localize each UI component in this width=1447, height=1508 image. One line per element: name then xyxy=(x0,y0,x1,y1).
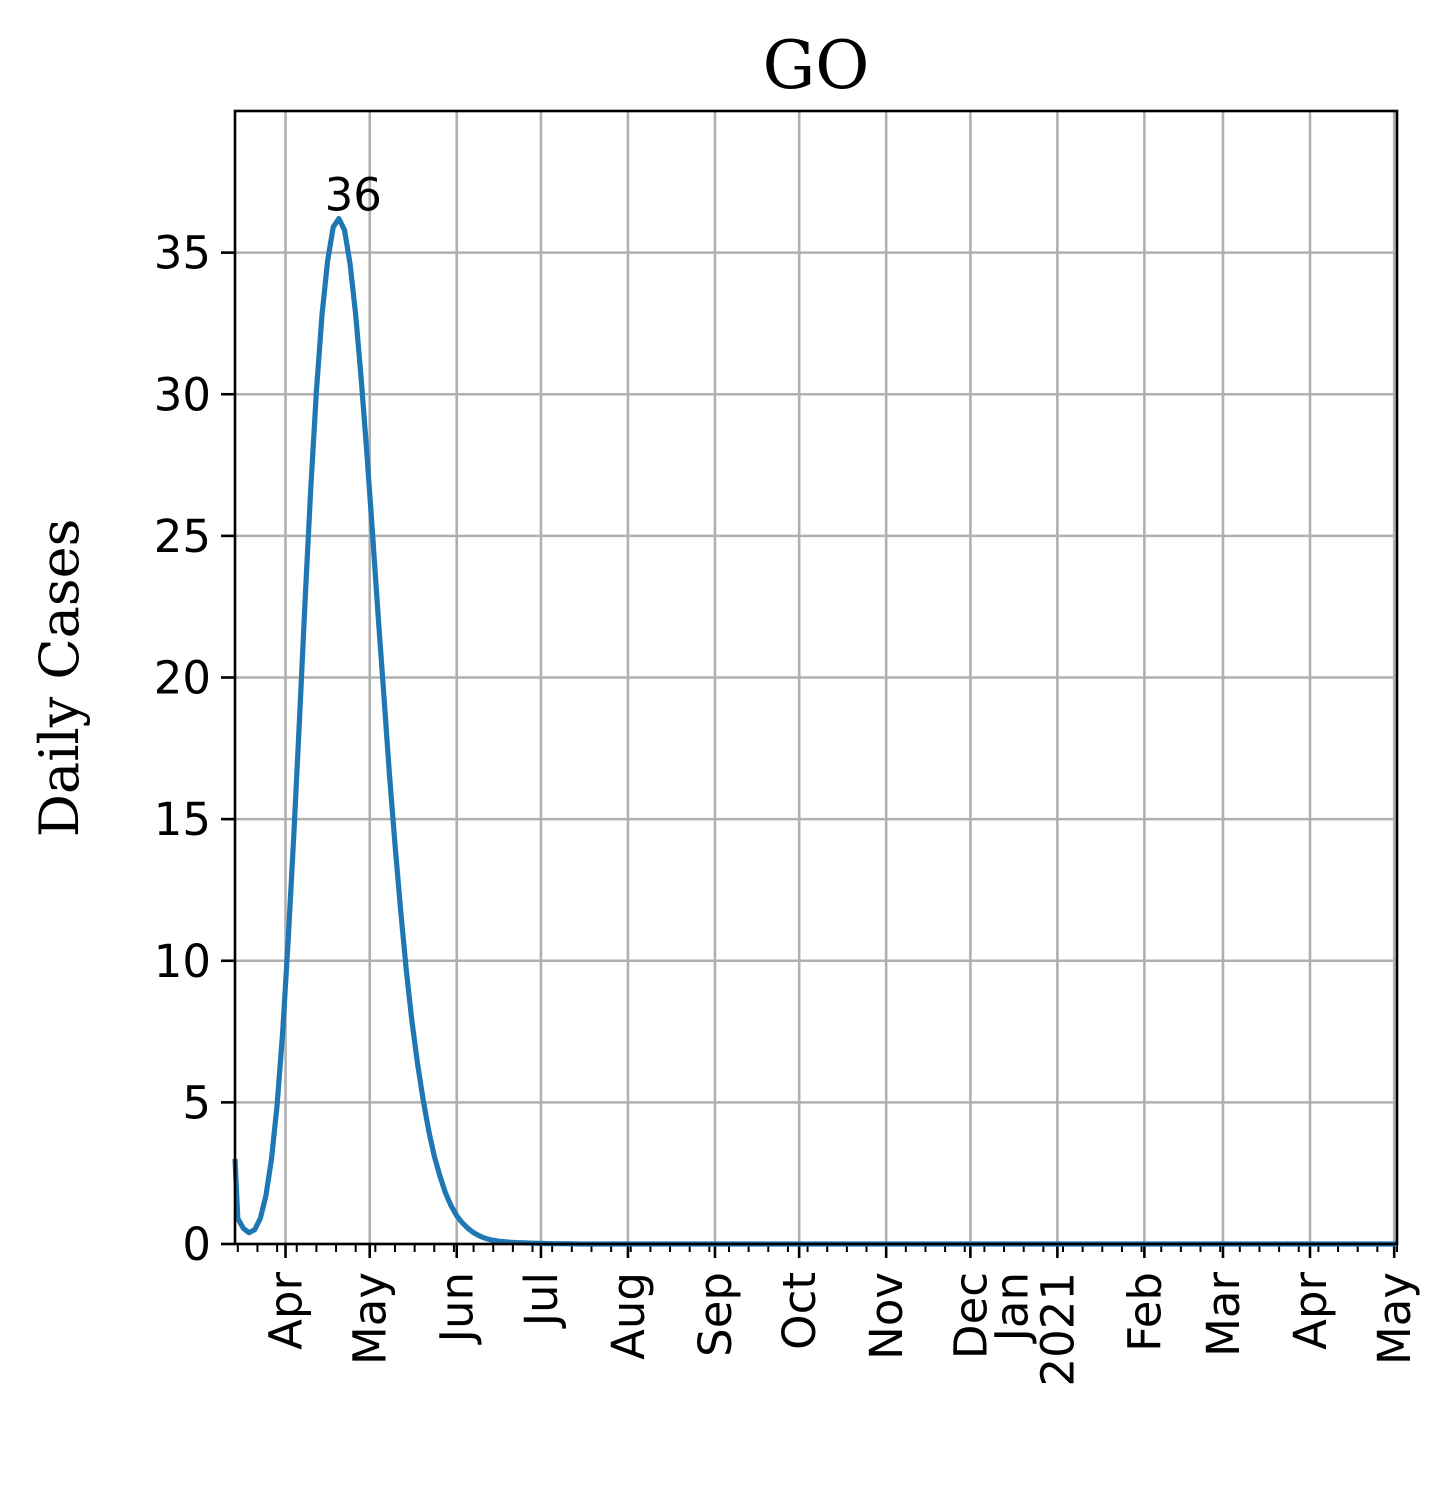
y-tick-label: 15 xyxy=(154,793,211,846)
y-tick-label: 0 xyxy=(182,1218,211,1271)
x-tick-label-line: Aug xyxy=(602,1272,655,1360)
y-tick-label: 35 xyxy=(154,227,211,280)
x-tick-label: Nov xyxy=(860,1272,913,1360)
x-tick-label-line: Jul xyxy=(515,1272,568,1329)
gridlines xyxy=(235,111,1397,1246)
y-tick-label: 25 xyxy=(154,510,211,563)
x-tick-label: Apr xyxy=(1284,1272,1337,1350)
plot-frame xyxy=(233,109,1399,1246)
x-tick-label: Oct xyxy=(773,1272,826,1350)
y-tick-label: 5 xyxy=(182,1076,211,1129)
x-tick-label: Jul xyxy=(515,1272,568,1329)
x-tick-label-line: Apr xyxy=(260,1272,313,1350)
x-tick-label-line: 2021 xyxy=(1031,1272,1084,1387)
x-tick-label-line: Apr xyxy=(1284,1272,1337,1350)
y-axis-label: Daily Cases xyxy=(28,519,91,838)
x-tick-label-line: Dec xyxy=(944,1272,997,1359)
peak-annotation: 36 xyxy=(325,169,382,222)
x-tick-label-line: Sep xyxy=(689,1272,742,1357)
x-tick-label: Jun xyxy=(431,1272,484,1345)
x-tick-label-line: Jan xyxy=(985,1272,1038,1344)
x-tick-label: Mar xyxy=(1197,1272,1250,1357)
x-tick-label-line: Oct xyxy=(773,1272,826,1350)
y-tick-label: 30 xyxy=(154,368,211,421)
x-tick-label: Dec xyxy=(944,1272,997,1359)
x-tick-label-line: Feb xyxy=(1118,1272,1171,1352)
x-tick-label-line: Mar xyxy=(1197,1272,1250,1357)
chart-title: GO xyxy=(763,27,870,104)
y-tick-label: 10 xyxy=(154,935,211,988)
x-tick-label: May xyxy=(344,1272,397,1365)
x-tick-label-line: Jun xyxy=(431,1272,484,1345)
x-tick-label: May xyxy=(1368,1272,1421,1365)
x-tick-label: Sep xyxy=(689,1272,742,1357)
y-tick-label: 20 xyxy=(154,652,211,705)
axis-ticks: 0 5 10 15 20 25 30 35 Apr May Jun Jul Aug Sep Oct Nov De… xyxy=(154,227,1421,1387)
x-tick-label-line: May xyxy=(344,1272,397,1365)
x-tick-label: Aug xyxy=(602,1272,655,1360)
x-tick-label: Feb xyxy=(1118,1272,1171,1352)
x-tick-label-line: May xyxy=(1368,1272,1421,1365)
x-tick-label-line: Nov xyxy=(860,1272,913,1360)
x-tick-label: Apr xyxy=(260,1272,313,1350)
